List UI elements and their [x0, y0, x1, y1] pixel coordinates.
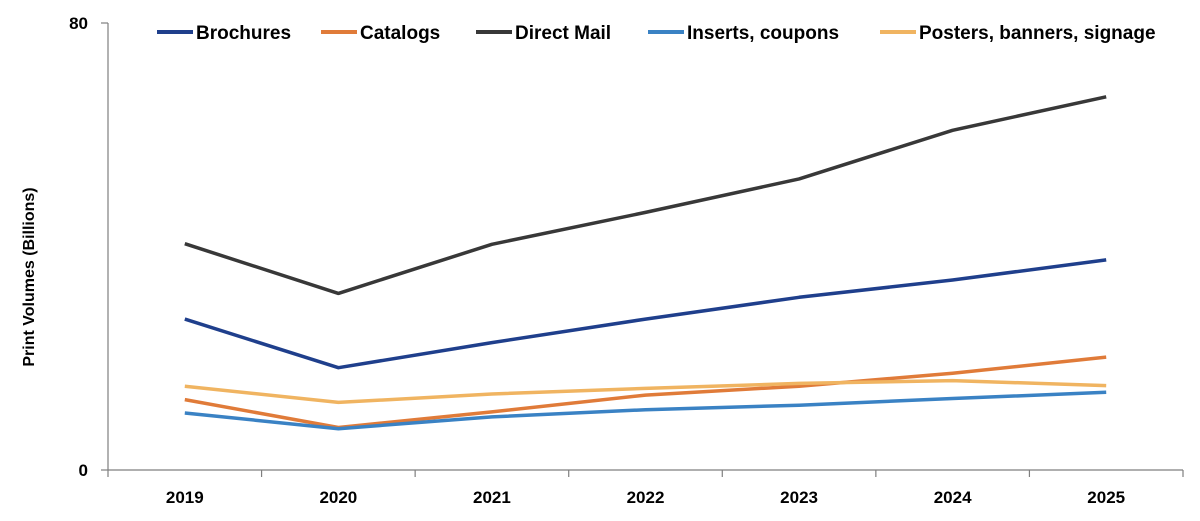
series-line-brochures — [184, 258, 1107, 370]
legend: Brochures Catalogs Direct Mail Inserts, cou… — [157, 23, 1156, 44]
series-line-inserts-coupons — [184, 390, 1107, 431]
legend-label-posters-banners-signage: Posters, banners, signage — [919, 23, 1156, 44]
legend-label-inserts-coupons: Inserts, coupons — [687, 23, 839, 44]
legend-label-direct-mail: Direct Mail — [515, 23, 611, 44]
series-line-posters-banners-signage — [184, 378, 1107, 405]
x-tick-label-2023: 2023 — [780, 488, 818, 507]
x-ticks: 2019 2020 2021 2022 2023 2024 2025 — [107, 470, 1184, 507]
y-axis-title: Print Volumes (Billions) — [21, 187, 38, 366]
legend-label-catalogs: Catalogs — [360, 23, 440, 44]
series-line-direct-mail — [184, 95, 1107, 296]
x-tick-label-2025: 2025 — [1087, 488, 1125, 507]
series-line-catalogs — [184, 355, 1107, 430]
legend-label-brochures: Brochures — [196, 23, 291, 44]
series-lines — [184, 95, 1107, 431]
axes: 80 0 Print Volumes (Billions) — [21, 14, 1183, 480]
y-tick-label-bottom: 0 — [79, 461, 88, 480]
x-tick-label-2020: 2020 — [319, 488, 357, 507]
x-tick-label-2024: 2024 — [934, 488, 972, 507]
y-tick-label-top: 80 — [69, 14, 88, 33]
x-tick-label-2021: 2021 — [473, 488, 511, 507]
x-tick-label-2022: 2022 — [627, 488, 665, 507]
x-tick-label-2019: 2019 — [166, 488, 204, 507]
